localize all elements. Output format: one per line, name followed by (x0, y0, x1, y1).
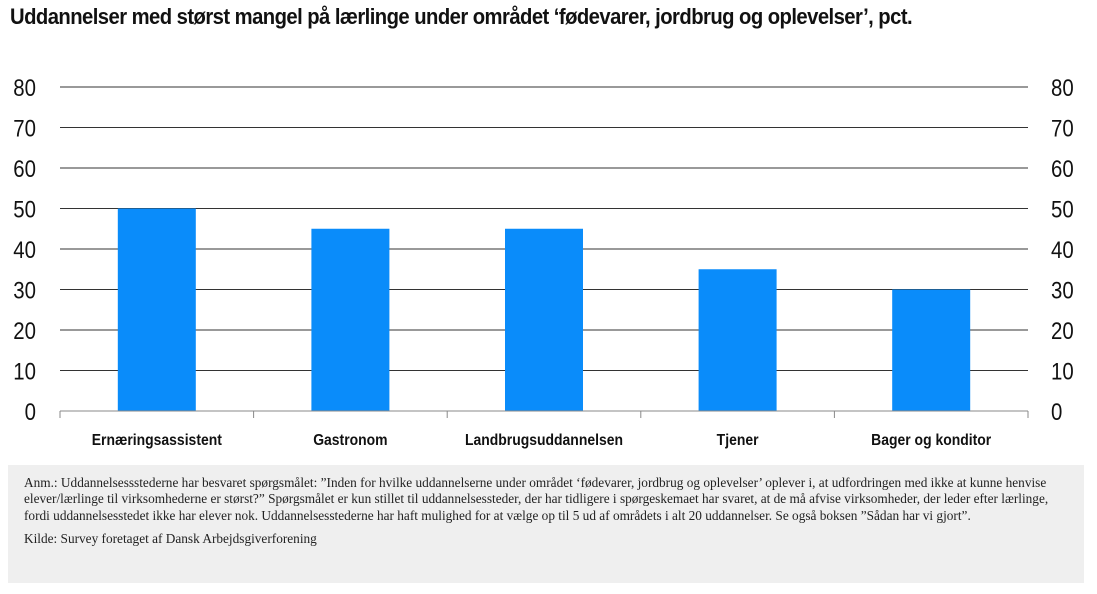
y-tick-label-left: 50 (13, 196, 36, 223)
axes (59, 410, 1029, 418)
footnote-text: Anm.: Uddannelsessstederne har besvaret … (24, 475, 1049, 523)
y-tick-label-left: 70 (13, 115, 36, 142)
source-text: Kilde: Survey foretaget af Dansk Arbejds… (24, 531, 317, 547)
y-tick-label-right: 80 (1051, 74, 1074, 101)
y-tick-label-right: 40 (1051, 236, 1074, 263)
y-tick-label-right: 30 (1051, 277, 1074, 304)
bar (311, 228, 390, 411)
bar (505, 228, 583, 411)
y-tick-label-left: 60 (13, 155, 36, 182)
x-category-label: Ernæringsassistent (92, 432, 222, 449)
x-category-label: Landbrugsuddannelsen (465, 432, 623, 449)
footnote-box: Anm.: Uddannelsessstederne har besvaret … (8, 465, 1084, 583)
bars (117, 208, 971, 411)
bar (892, 289, 971, 411)
y-tick-label-right: 50 (1051, 196, 1074, 223)
bar-chart: 0 0 10 10 20 20 30 30 40 40 50 50 60 60 70 70 80 80 Ernæri… (13, 74, 1073, 449)
y-tick-label-right: 70 (1051, 115, 1074, 142)
chart-title: Uddannelser med størst mangel på lærling… (10, 4, 913, 29)
y-tick-label-left: 80 (13, 74, 36, 101)
y-tick-label-left: 30 (13, 277, 36, 304)
y-tick-label-left: 0 (25, 398, 36, 425)
y-tick-label-right: 60 (1051, 155, 1074, 182)
axis-labels: 0 0 10 10 20 20 30 30 40 40 50 50 60 60 70 70 80 80 Ernæri… (13, 74, 1073, 449)
x-category-label: Tjener (717, 432, 759, 449)
bar (117, 208, 196, 411)
y-tick-label-left: 10 (13, 358, 36, 385)
y-tick-label-right: 10 (1051, 358, 1074, 385)
bar (698, 269, 777, 411)
y-tick-label-left: 20 (13, 317, 36, 344)
y-tick-label-right: 0 (1051, 398, 1062, 425)
x-category-label: Gastronom (313, 432, 387, 449)
x-category-label: Bager og konditor (871, 432, 991, 449)
y-tick-label-right: 20 (1051, 317, 1074, 344)
y-tick-label-left: 40 (13, 236, 36, 263)
